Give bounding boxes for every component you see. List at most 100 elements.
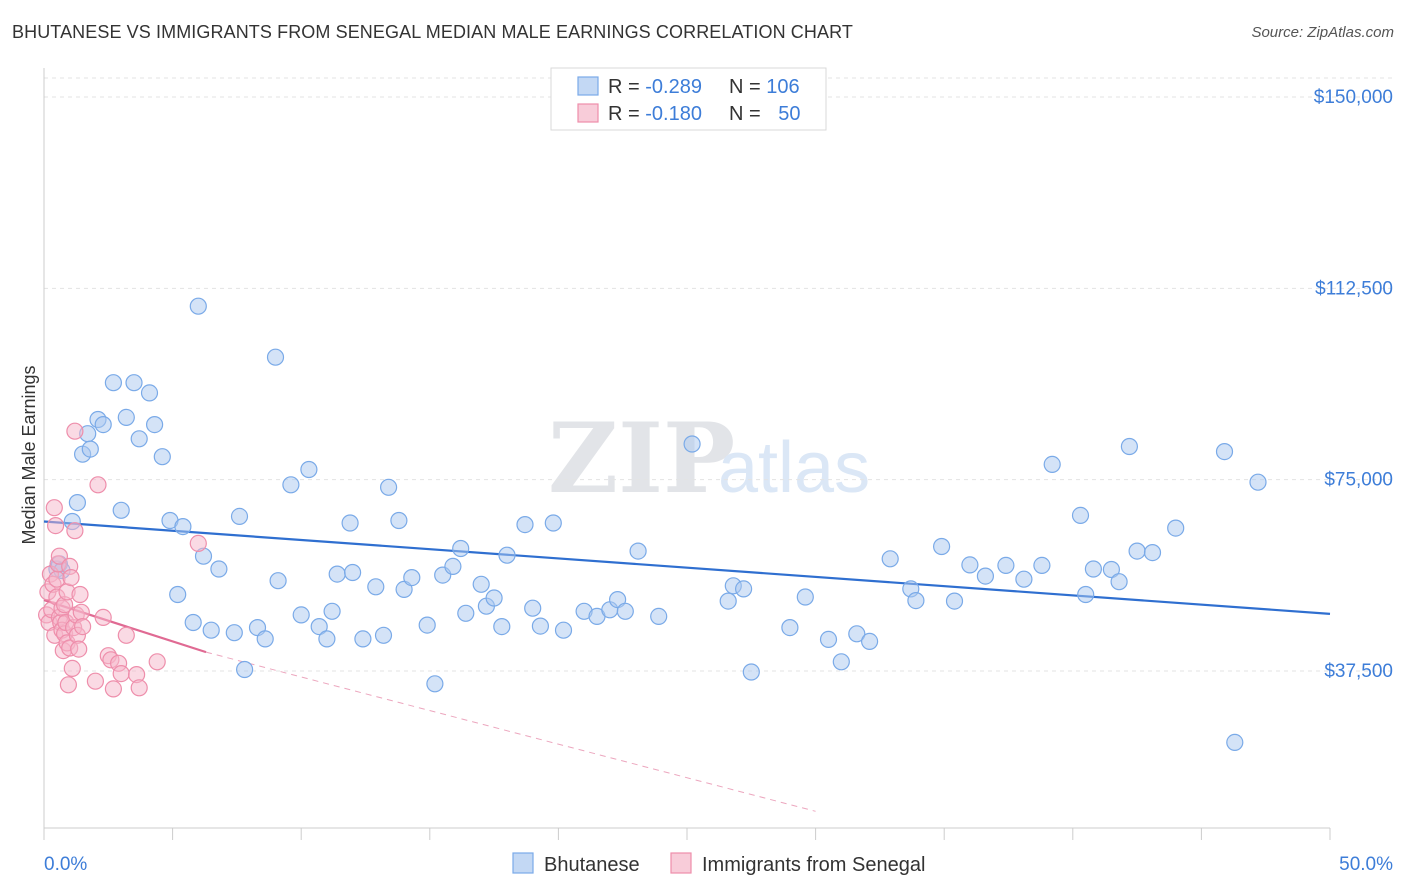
legend-r-label-1: R = xyxy=(608,76,645,98)
data-point xyxy=(1143,543,1162,562)
data-point xyxy=(1128,542,1146,560)
data-point xyxy=(485,589,503,607)
data-point xyxy=(452,539,470,558)
data-point xyxy=(493,617,511,636)
data-point xyxy=(629,542,647,560)
x-tick-min: 0.0% xyxy=(44,854,87,875)
data-point xyxy=(616,602,634,620)
data-point xyxy=(153,448,171,466)
data-point xyxy=(344,563,362,582)
watermark-zip: ZIP xyxy=(548,402,735,515)
data-point xyxy=(66,422,84,440)
data-point xyxy=(961,556,979,574)
axes xyxy=(43,68,1331,840)
x-tick-max: 50.0% xyxy=(1339,854,1393,875)
data-point xyxy=(1077,585,1095,604)
data-point xyxy=(104,374,123,392)
data-point xyxy=(1015,570,1033,588)
y-tick-label: $75,000 xyxy=(1324,470,1393,491)
y-axis-title: Median Male Earnings xyxy=(19,365,39,544)
data-point xyxy=(997,556,1015,575)
data-point xyxy=(323,602,341,620)
data-point xyxy=(130,679,148,697)
legend-senegal-label: Immigrants from Senegal xyxy=(702,854,925,876)
data-point xyxy=(374,626,393,644)
data-point xyxy=(117,408,135,426)
data-point xyxy=(1110,573,1128,591)
data-point xyxy=(174,517,192,536)
data-point xyxy=(907,591,925,610)
legend-swatch-senegal xyxy=(577,103,599,123)
data-point xyxy=(318,630,336,648)
data-point xyxy=(269,572,287,590)
data-point xyxy=(781,618,799,637)
data-point xyxy=(1071,506,1090,525)
data-point xyxy=(554,621,573,639)
data-point xyxy=(300,460,318,479)
trend-line-senegal-extension xyxy=(205,651,816,812)
data-point xyxy=(148,653,166,671)
stats-legend: R = -0.289 N = 106 R = -0.180 N = 50 xyxy=(550,67,827,131)
data-point xyxy=(94,608,112,627)
data-point xyxy=(112,664,130,683)
series-senegal xyxy=(37,422,207,698)
data-point xyxy=(367,578,385,596)
data-point xyxy=(72,603,90,621)
data-point xyxy=(354,630,372,648)
data-point xyxy=(81,440,99,458)
data-point xyxy=(418,616,436,634)
data-point xyxy=(1215,443,1234,461)
data-point xyxy=(1043,455,1061,473)
data-point xyxy=(328,565,346,583)
source-label: Source: ZipAtlas.com xyxy=(1251,24,1394,41)
legend-r-value-1: -0.289 xyxy=(645,76,702,98)
data-point xyxy=(524,599,542,617)
legend-bhutanese-swatch xyxy=(512,852,534,874)
data-point xyxy=(1033,556,1051,575)
trend-line-bhutanese xyxy=(43,520,1331,615)
data-point xyxy=(140,384,159,402)
data-point xyxy=(94,416,112,434)
data-point xyxy=(189,534,207,553)
data-point xyxy=(1167,519,1185,537)
y-tick-label: $150,000 xyxy=(1314,87,1393,108)
legend-r-value-2: -0.180 xyxy=(645,103,702,125)
series-legend: Bhutanese Immigrants from Senegal xyxy=(512,852,925,876)
data-point xyxy=(719,592,737,610)
data-point xyxy=(202,621,220,639)
data-point xyxy=(881,550,899,568)
data-point xyxy=(50,547,69,565)
data-point xyxy=(796,588,814,606)
data-point xyxy=(189,297,207,315)
legend-bhutanese-label: Bhutanese xyxy=(544,854,640,876)
y-tick-label: $37,500 xyxy=(1324,661,1393,682)
legend-n-label-2: N = xyxy=(729,103,766,125)
data-point xyxy=(292,606,310,624)
data-point xyxy=(89,476,107,494)
data-point xyxy=(68,494,87,512)
data-point xyxy=(976,567,995,585)
data-point xyxy=(444,557,462,576)
data-point xyxy=(71,585,89,604)
data-point xyxy=(73,617,92,636)
chart-title: BHUTANESE VS IMMIGRANTS FROM SENEGAL MED… xyxy=(12,22,853,42)
data-point xyxy=(832,653,850,671)
data-point xyxy=(86,672,105,690)
data-point xyxy=(230,507,249,526)
data-point xyxy=(282,476,300,494)
data-point xyxy=(59,676,78,694)
data-point xyxy=(516,515,534,534)
data-point xyxy=(46,516,65,535)
data-point xyxy=(1102,560,1121,579)
data-point xyxy=(256,630,274,648)
legend-swatch-bhutanese xyxy=(577,76,599,96)
data-point xyxy=(457,604,475,622)
data-point xyxy=(544,514,562,532)
y-tick-label: $112,500 xyxy=(1315,278,1393,299)
data-point xyxy=(472,575,490,593)
data-point xyxy=(860,632,879,651)
data-point xyxy=(104,680,123,698)
data-point xyxy=(225,624,243,642)
data-point xyxy=(932,537,951,556)
series-bhutanese xyxy=(48,297,1267,752)
